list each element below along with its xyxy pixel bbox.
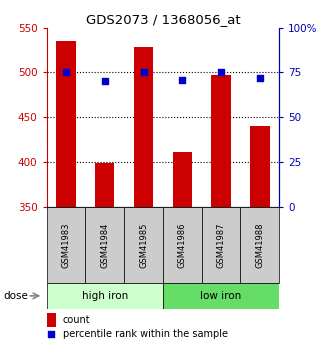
Bar bbox=[173, 152, 192, 207]
Bar bbox=[85, 207, 124, 283]
Point bbox=[102, 79, 107, 84]
Text: dose: dose bbox=[3, 291, 28, 301]
Bar bbox=[134, 47, 153, 207]
Text: GSM41983: GSM41983 bbox=[61, 222, 70, 268]
Text: GSM41988: GSM41988 bbox=[256, 222, 265, 268]
Point bbox=[63, 70, 68, 75]
Title: GDS2073 / 1368056_at: GDS2073 / 1368056_at bbox=[86, 13, 240, 27]
Bar bbox=[47, 313, 56, 327]
Text: percentile rank within the sample: percentile rank within the sample bbox=[63, 329, 228, 339]
Text: high iron: high iron bbox=[82, 291, 128, 301]
Bar bbox=[47, 283, 163, 309]
Text: GSM41984: GSM41984 bbox=[100, 222, 109, 268]
Bar bbox=[202, 207, 240, 283]
Text: count: count bbox=[63, 315, 91, 325]
Point bbox=[48, 331, 54, 337]
Bar bbox=[56, 41, 76, 207]
Bar bbox=[47, 207, 85, 283]
Bar bbox=[250, 126, 270, 207]
Point bbox=[180, 77, 185, 82]
Point bbox=[219, 70, 224, 75]
Point bbox=[141, 70, 146, 75]
Bar bbox=[212, 75, 231, 207]
Bar bbox=[163, 207, 202, 283]
Text: GSM41985: GSM41985 bbox=[139, 222, 148, 268]
Bar bbox=[95, 163, 114, 207]
Point bbox=[257, 75, 263, 81]
Text: GSM41987: GSM41987 bbox=[217, 222, 226, 268]
Bar bbox=[163, 283, 279, 309]
Text: GSM41986: GSM41986 bbox=[178, 222, 187, 268]
Bar bbox=[124, 207, 163, 283]
Text: low iron: low iron bbox=[200, 291, 242, 301]
Bar bbox=[240, 207, 279, 283]
